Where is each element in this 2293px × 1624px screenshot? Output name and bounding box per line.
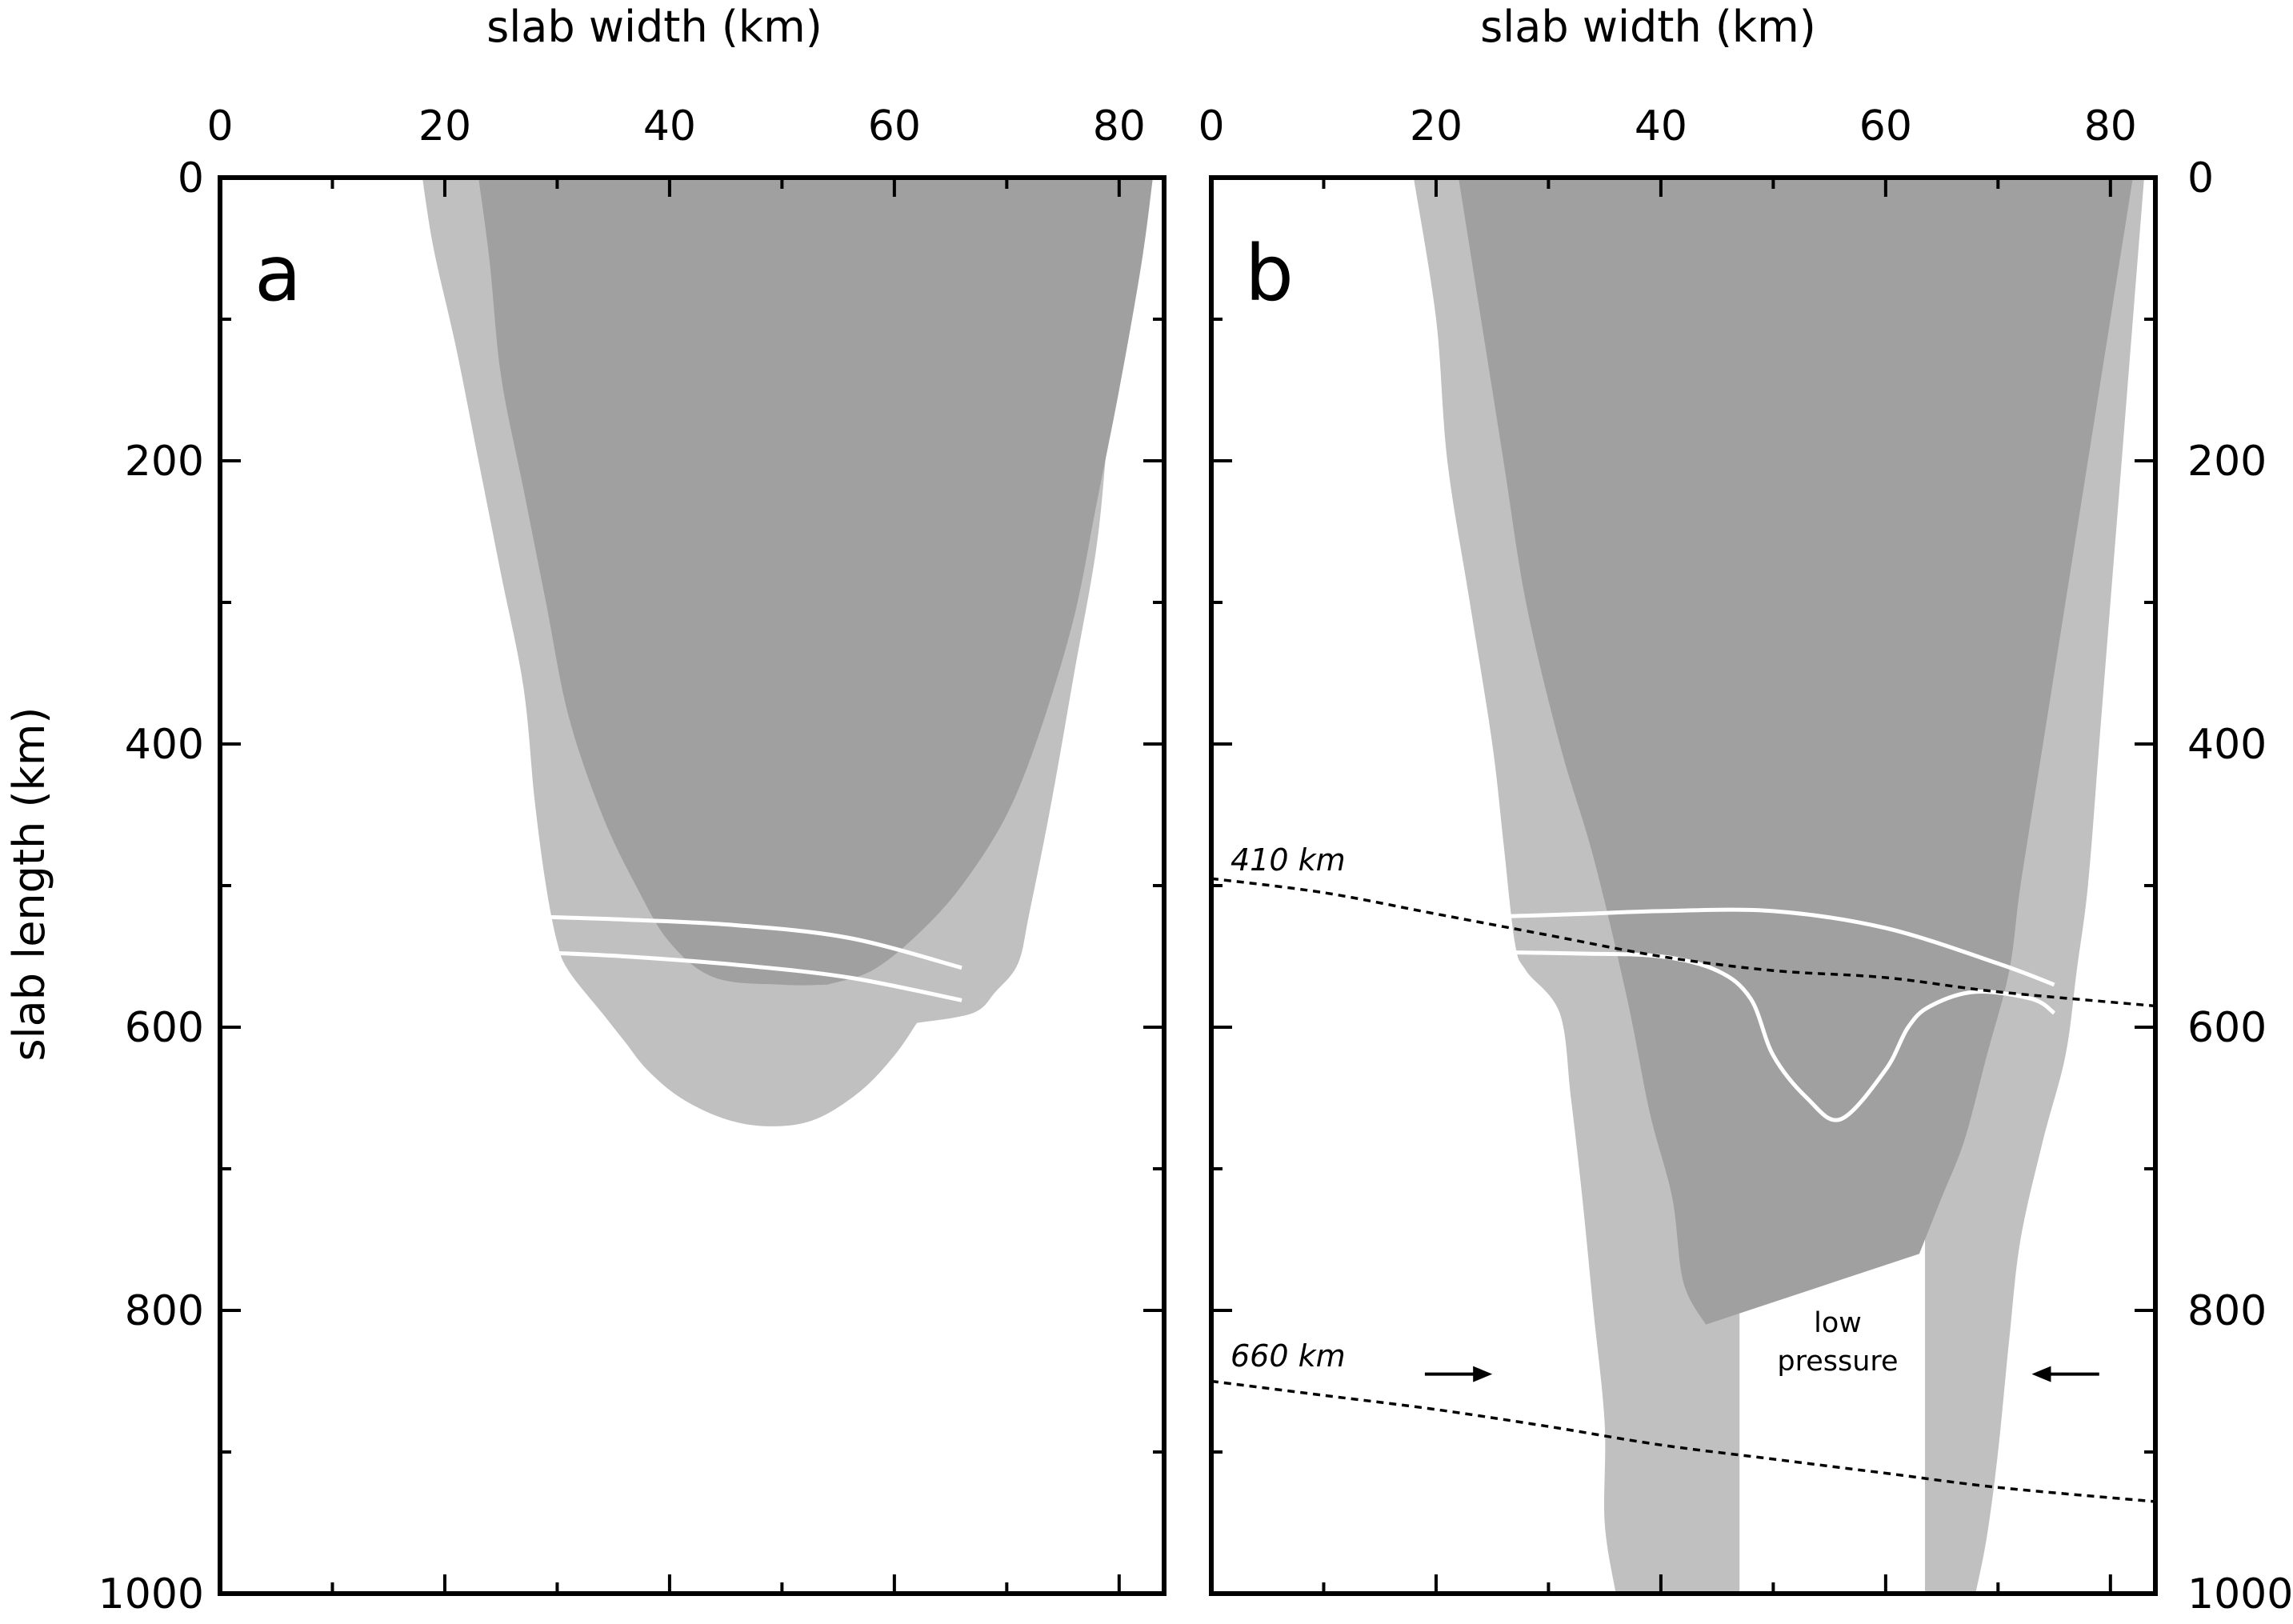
y-tick-label: 600 [2187,1004,2267,1052]
panel-a-x-ticks: 0 20 40 60 80 [206,102,1146,1594]
x-tick-label: 0 [1198,102,1224,150]
panel-b-y-ticks: 0 200 400 600 800 1000 [1211,154,2293,1618]
y-tick-label: 0 [178,154,204,202]
y-tick-label: 1000 [98,1570,204,1618]
y-tick-label: 600 [125,1004,204,1052]
y-tick-label: 800 [125,1287,204,1335]
panel-b-x-ticks: 0 20 40 60 80 [1198,102,2137,1594]
410km-label: 410 km [1231,842,1346,878]
x-tick-label: 20 [418,102,471,150]
panel-a-label: a [254,229,302,318]
region-inner [1459,178,2133,1325]
x-tick-label: 40 [1635,102,1687,150]
x-tick-label: 40 [643,102,696,150]
panel-a-y-ticks: 0 200 400 600 800 1000 [98,154,1164,1618]
panel-b-reference-lines [1211,877,2155,1503]
panel-a-x-axis-label: slab width (km) [486,2,822,52]
panel-a-boundary-lines [534,914,962,1002]
x-tick-label: 20 [1410,102,1463,150]
arrow-left-head [2031,1366,2051,1382]
panel-b-arrows [1424,1366,2099,1382]
region-inner [478,178,1153,986]
arrow-right-head [1473,1366,1493,1382]
x-tick-label: 60 [1859,102,1912,150]
boundary-line-0 [1492,907,2055,987]
y-tick-label: 400 [125,721,204,769]
reference-line-1 [1211,1379,2155,1503]
panel-b-x-axis-label: slab width (km) [1480,2,1816,52]
x-tick-label: 80 [1093,102,1146,150]
panel-a: 0 20 40 60 80 0 200 400 600 800 1000 a slab width… [4,2,1167,1618]
low-pressure-label-line2: pressure [1777,1346,1898,1378]
y-tick-label: 1000 [2187,1570,2293,1618]
x-tick-label: 0 [206,102,233,150]
reference-line-0 [1211,877,2155,1008]
low-pressure-label-line1: low [1814,1307,1862,1339]
panel-a-regions [422,178,1153,1126]
boundary-line-0 [534,914,962,970]
y-tick-label: 200 [125,438,204,486]
boundary-line-1 [534,950,962,1002]
x-tick-label: 60 [868,102,921,150]
y-tick-label: 0 [2187,154,2214,202]
660km-label: 660 km [1231,1338,1346,1374]
x-tick-label: 80 [2084,102,2137,150]
y-tick-label: 400 [2187,721,2267,769]
panel-a-y-axis-label: slab length (km) [4,707,54,1062]
y-tick-label: 800 [2187,1287,2267,1335]
panel-b-regions [1413,178,2144,1594]
panel-b-label: b [1245,229,1294,318]
y-tick-label: 200 [2187,438,2267,486]
panel-b: 0 20 40 60 80 0 200 400 600 800 1000 b slab width… [1198,2,2293,1618]
